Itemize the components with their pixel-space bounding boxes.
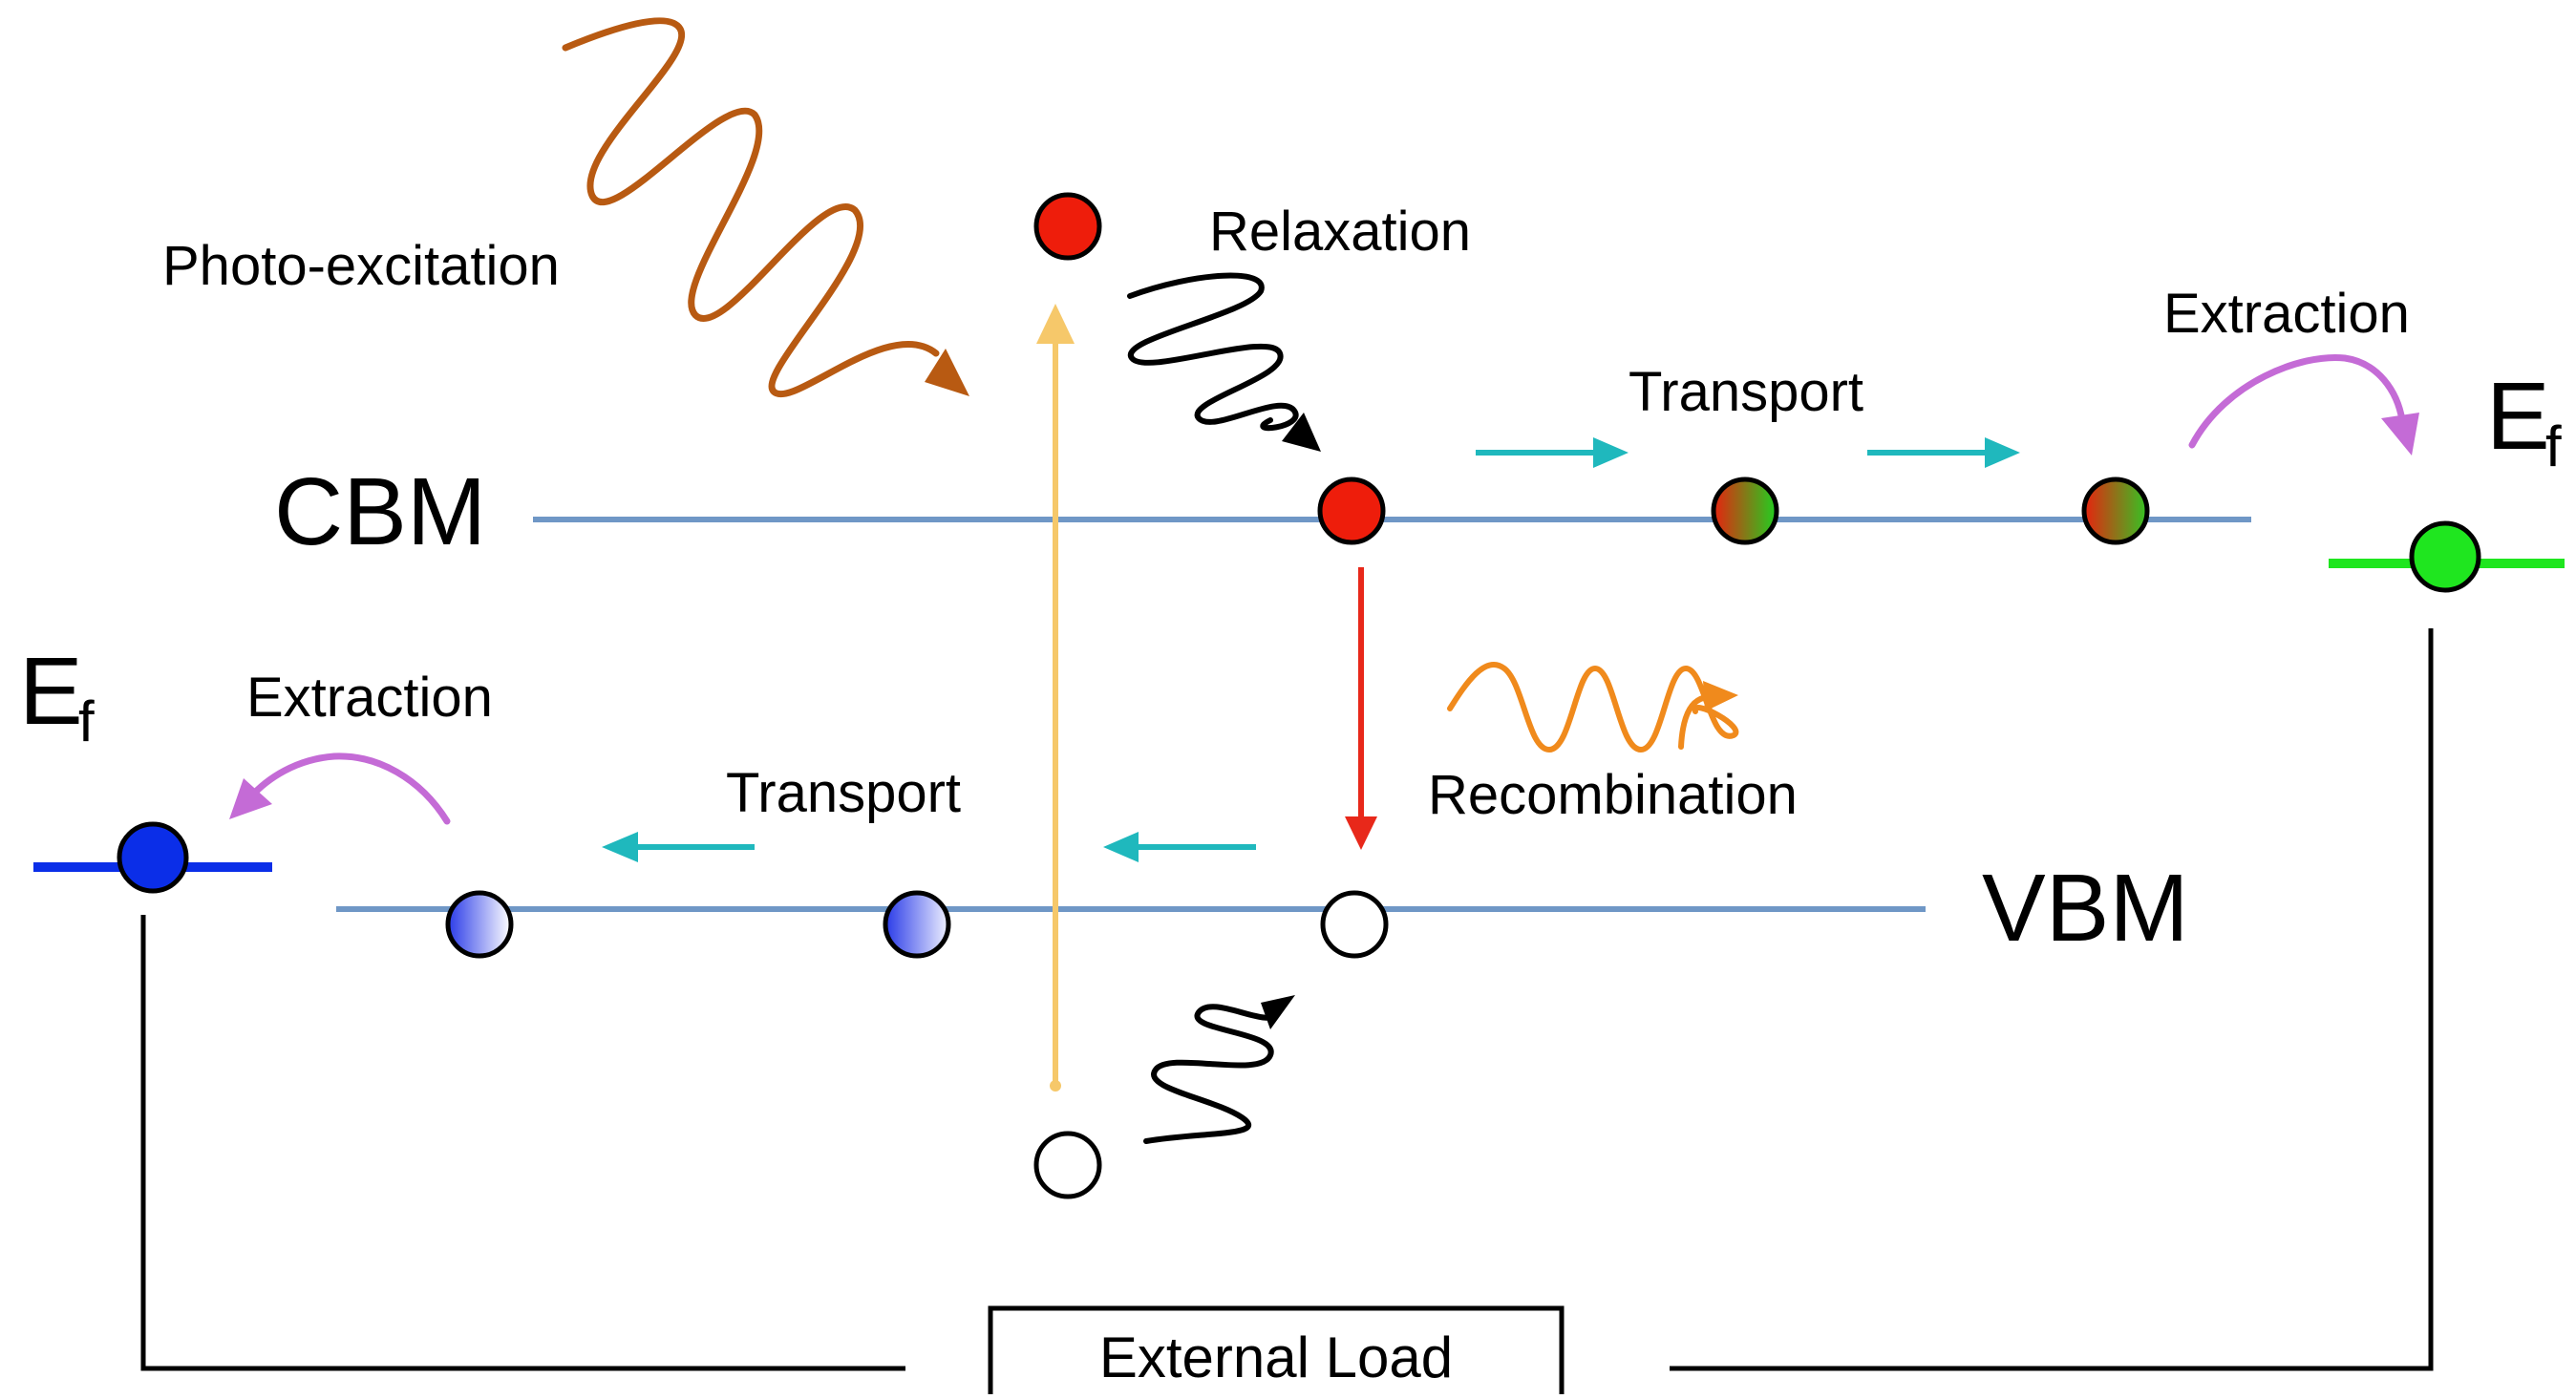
right-contact-electron (2409, 520, 2481, 593)
transport-hole-1 (883, 890, 951, 959)
left-contact-hole (117, 821, 189, 894)
transport-arrow-bottom-1 (602, 832, 755, 862)
transport-hole-2 (445, 890, 514, 959)
relaxation-label: Relaxation (1209, 201, 1471, 263)
hole-relaxation-wave (1143, 995, 1295, 1144)
extraction-arrow-right (2188, 353, 2419, 456)
relaxation-wave-icon (1127, 272, 1321, 452)
recombination-label: Recombination (1428, 764, 1798, 826)
external-load-box (988, 1305, 1565, 1399)
left-fermi-label: E (19, 638, 83, 745)
photon-wave-icon (562, 17, 969, 397)
transport-electron-2 (2081, 477, 2150, 545)
cbm-electron (1317, 477, 1386, 545)
cbm-label: CBM (274, 458, 486, 565)
extraction-arrow-left (229, 752, 451, 825)
transport-arrow-bottom-2 (1103, 832, 1256, 862)
transport-bottom-label: Transport (726, 762, 961, 824)
left-wire (140, 915, 905, 1371)
external-load-label: External Load (1099, 1325, 1453, 1389)
vbm-hole (1320, 890, 1389, 959)
transport-top-label: Transport (1629, 361, 1863, 423)
right-fermi-label: E (2486, 363, 2550, 470)
deep-hole (1033, 1131, 1102, 1199)
emission-wave-icon (1447, 662, 1739, 753)
excitation-arrow (1036, 304, 1075, 1092)
excited-electron (1033, 192, 1102, 261)
vbm-label: VBM (1982, 855, 2189, 962)
extraction-right-label: Extraction (2163, 283, 2410, 345)
transport-electron-1 (1711, 477, 1779, 545)
right-wire (1670, 628, 2434, 1371)
transport-arrow-top-1 (1476, 437, 1629, 468)
photo-excitation-label: Photo-excitation (162, 235, 560, 297)
right-fermi-subscript: f (2545, 414, 2562, 478)
left-fermi-subscript: f (78, 689, 95, 753)
extraction-left-label: Extraction (246, 667, 493, 729)
transport-arrow-top-2 (1867, 437, 2020, 468)
recombination-arrow (1345, 567, 1377, 850)
